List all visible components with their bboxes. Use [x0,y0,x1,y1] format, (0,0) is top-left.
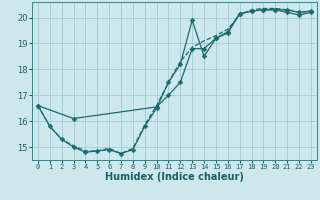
X-axis label: Humidex (Indice chaleur): Humidex (Indice chaleur) [105,172,244,182]
